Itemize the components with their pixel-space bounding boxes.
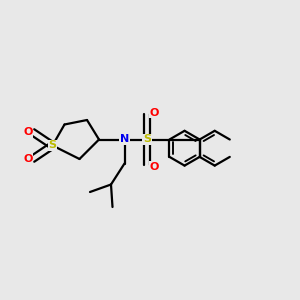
- Text: S: S: [49, 140, 56, 151]
- Text: N: N: [120, 134, 129, 145]
- Text: O: O: [150, 107, 159, 118]
- Text: S: S: [143, 134, 151, 145]
- Text: O: O: [150, 161, 159, 172]
- Text: O: O: [23, 127, 33, 137]
- Text: O: O: [23, 154, 33, 164]
